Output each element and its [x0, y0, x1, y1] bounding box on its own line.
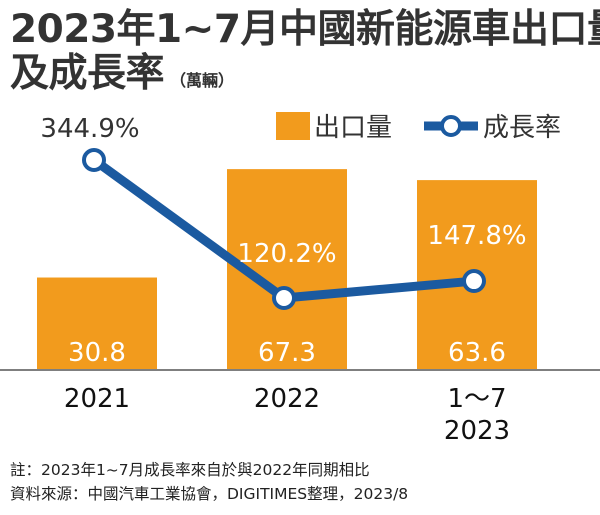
legend-label-bar: 出口量	[314, 113, 392, 143]
legend-label-line: 成長率	[483, 113, 561, 143]
chart-title-text: 2023年1~7月中國新能源車出口量	[10, 7, 600, 52]
growth-value-label: 344.9%	[40, 114, 139, 144]
legend-swatch-bar	[276, 112, 310, 140]
unit-label: （萬輛）	[170, 71, 235, 90]
source-note: 資料來源：中國汽車工業協會，DIGITIMES整理，2023/8	[10, 485, 409, 503]
growth-value-label: 120.2%	[237, 239, 336, 269]
legend-swatch-point	[440, 115, 462, 137]
growth-point-2	[272, 286, 296, 310]
chart-canvas: 出口量 成長率 30.8 67.3 63.6 344.9% 120.2% 147.8% 2…	[0, 112, 600, 446]
bars-group: 30.8 67.3 63.6	[37, 169, 537, 369]
bar-value-label: 30.8	[68, 338, 126, 368]
x-tick-label: 2021	[64, 384, 130, 414]
growth-point-3	[462, 269, 486, 294]
chart-title-text-2: 及成長率	[10, 51, 165, 96]
legend: 出口量 成長率	[276, 112, 561, 143]
bar-1	[37, 277, 157, 369]
growth-value-label: 147.8%	[427, 221, 526, 251]
bar-value-label: 67.3	[258, 338, 316, 368]
chart-title: 2023年1~7月中國新能源車出口量	[10, 8, 600, 52]
x-tick-label: 2022	[254, 384, 320, 414]
chart-title-line2: 及成長率 （萬輛）	[10, 52, 234, 103]
growth-point-1	[82, 148, 106, 172]
footnote: 註：2023年1~7月成長率來自於與2022年同期相比	[10, 461, 370, 479]
x-tick-label: 1～7	[447, 384, 506, 414]
growth-line-group: 344.9% 120.2% 147.8%	[40, 114, 527, 310]
x-tick-label: 2023	[444, 416, 510, 446]
bar-value-label: 63.6	[448, 338, 506, 368]
